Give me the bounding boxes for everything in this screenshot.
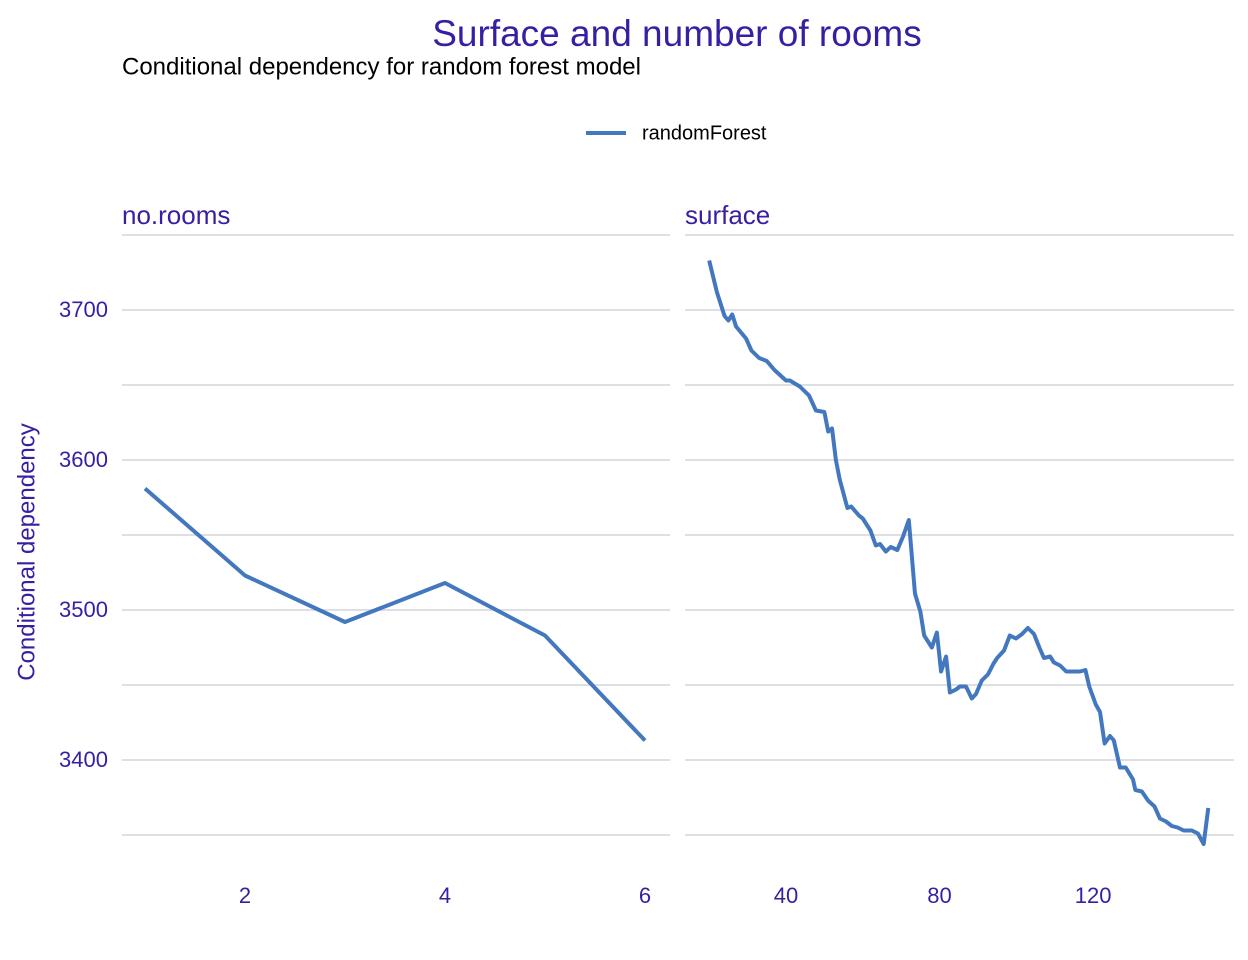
chart-title: Surface and number of rooms [432, 13, 921, 54]
facet-label: surface [685, 200, 770, 230]
x-tick-label: 40 [774, 883, 798, 908]
series-line [143, 486, 647, 742]
x-tick-label: 120 [1075, 883, 1112, 908]
series-line [707, 260, 1211, 846]
y-tick-label: 3400 [59, 747, 108, 772]
x-tick-label: 2 [239, 883, 251, 908]
y-tick-label: 3700 [59, 297, 108, 322]
y-axis-label: Conditional dependency [13, 423, 40, 681]
x-tick-label: 6 [639, 883, 651, 908]
legend-label: randomForest [642, 122, 767, 144]
facet-label: no.rooms [122, 200, 230, 230]
y-tick-label: 3600 [59, 447, 108, 472]
chart-subtitle: Conditional dependency for random forest… [122, 53, 641, 80]
x-tick-label: 4 [439, 883, 451, 908]
y-tick-label: 3500 [59, 597, 108, 622]
x-tick-label: 80 [927, 883, 951, 908]
